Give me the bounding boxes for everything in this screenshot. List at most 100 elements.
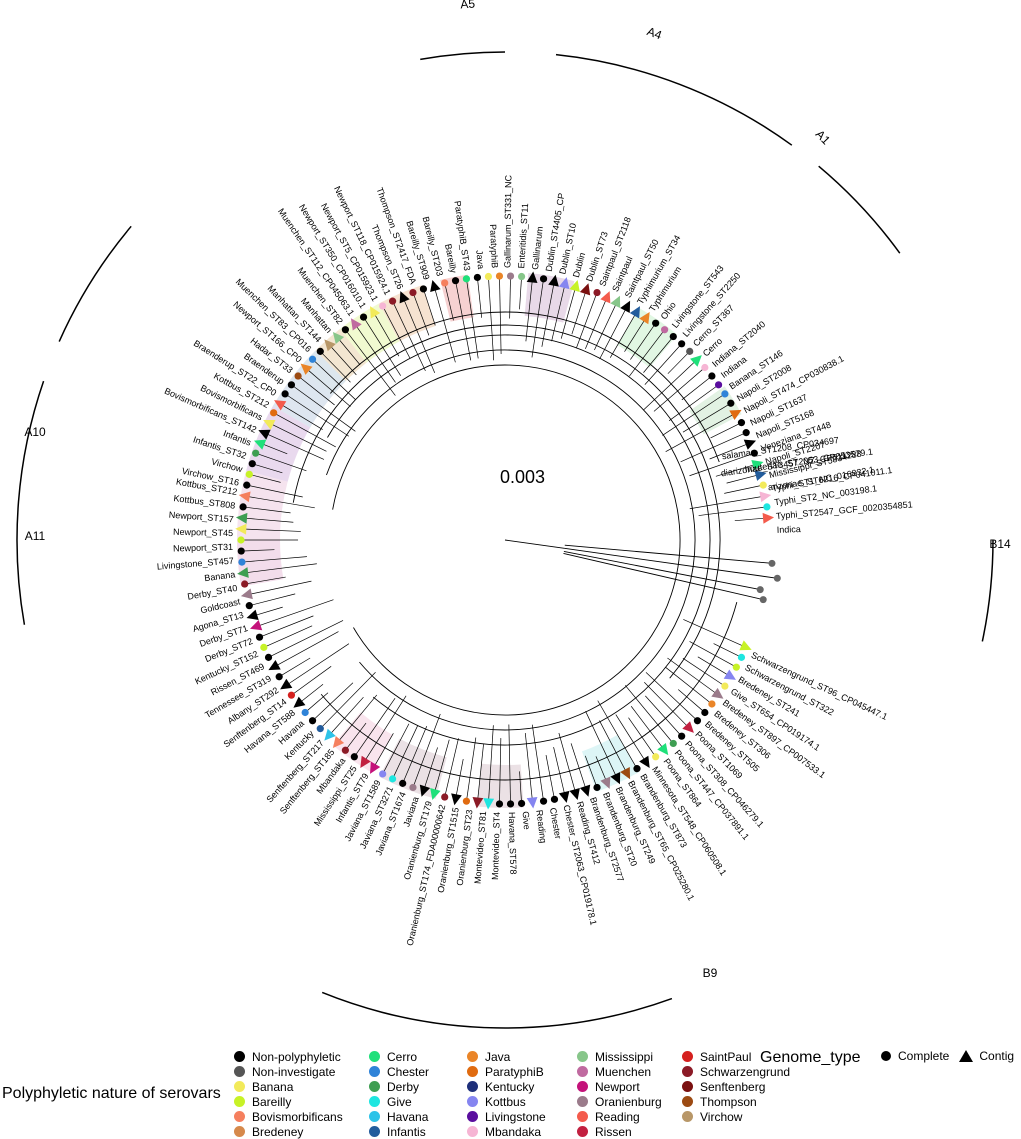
phylogenetic-tree: Virchow_ST16VirchowInfantis_ST32Infantis…: [16, 0, 1011, 1029]
tip-branch: [678, 689, 704, 712]
tip-label: ParatyphiB: [488, 224, 500, 268]
legend-swatch: [369, 1096, 380, 1107]
legend-swatch: [369, 1126, 380, 1137]
tip-branch: [668, 385, 718, 421]
tip-branch: [286, 643, 350, 686]
tip-complete-marker: [693, 717, 702, 725]
tip-branch: [715, 463, 756, 477]
tip-complete-marker: [727, 399, 735, 407]
tip-complete-marker: [517, 272, 526, 281]
legend-item-java: Java: [467, 1049, 577, 1064]
tip-branch: [329, 345, 357, 376]
circle-icon: [881, 1051, 891, 1061]
tip-contig-marker: [629, 306, 640, 319]
tip-complete-marker: [593, 783, 601, 792]
legend-item-bovismorbificans: Bovismorbificans: [234, 1109, 369, 1124]
tip-branch: [488, 278, 495, 361]
clade-label: A11: [25, 529, 46, 543]
legend-label: Java: [485, 1049, 511, 1064]
tip-branch: [270, 620, 344, 657]
tip-contig-marker: [332, 736, 345, 749]
tip-branch: [545, 754, 555, 798]
tip-branch: [698, 506, 765, 516]
legend-swatch: [577, 1096, 588, 1107]
tip-branch: [571, 290, 587, 335]
tip-branch: [243, 528, 301, 532]
legend-item-chester: Chester: [369, 1064, 467, 1079]
legend-swatch: [369, 1066, 380, 1077]
tip-complete-marker: [301, 708, 309, 717]
tip-branch: [261, 615, 314, 637]
tip-branch: [275, 631, 339, 667]
tip-branch: [662, 394, 724, 436]
tip-branch: [570, 743, 587, 790]
tip-branch: [710, 423, 740, 439]
tip-contig-marker: [472, 796, 484, 809]
tip-branch: [680, 433, 745, 463]
legend-item-kentucky: Kentucky: [467, 1079, 577, 1094]
tip-contig-marker: [370, 761, 381, 774]
tip-branch: [499, 278, 502, 355]
outgroup-branch: [563, 553, 764, 601]
tip-complete-marker: [539, 797, 548, 805]
tip-contig-marker: [639, 312, 650, 325]
legend-swatch: [577, 1081, 588, 1092]
legend-label: Non-investigate: [252, 1064, 336, 1079]
tip-complete-marker: [593, 288, 601, 297]
tip-branch: [681, 376, 711, 401]
tip-complete-marker: [737, 653, 746, 661]
tip-contig-marker: [620, 766, 631, 780]
tip-branch: [682, 403, 730, 433]
tip-contig-marker: [350, 318, 362, 331]
legend-item-paratyphib: ParatyphiB: [467, 1064, 577, 1079]
tip-complete-marker: [759, 481, 767, 489]
legend-swatch: [682, 1081, 693, 1092]
legend-label: Bredeney: [252, 1124, 304, 1139]
outgroup-tip: [759, 596, 767, 604]
tip-complete-marker: [316, 347, 324, 355]
tip-complete-marker: [661, 326, 669, 334]
legend-swatch: [467, 1066, 478, 1077]
tip-contig-marker: [399, 291, 410, 304]
tip-branch: [364, 695, 407, 762]
tip-label: Bareilly: [443, 243, 459, 274]
tip-branch: [423, 747, 438, 790]
tip-contig-marker: [690, 355, 702, 367]
tip-complete-marker: [399, 779, 407, 787]
scale-label: 0.003: [500, 467, 545, 487]
tip-branch: [246, 495, 315, 509]
legend-item-mississippi: Mississippi: [577, 1049, 682, 1064]
tip-branch: [531, 280, 544, 358]
tip-contig-marker: [526, 796, 538, 809]
serovar-legend: Non-polyphyletic Non-investigate Banana Bar…: [234, 1049, 797, 1139]
contig-label: Contig: [979, 1049, 1015, 1063]
tip-label: Dublin: [571, 251, 587, 278]
tip-branch: [444, 738, 459, 796]
tip-branch: [355, 324, 396, 383]
tip-branch: [624, 318, 646, 352]
legend-swatch: [682, 1066, 693, 1077]
tip-label: Livingstone_ST457: [157, 556, 235, 572]
tip-contig-marker: [569, 279, 580, 293]
legend-label: Bareilly: [252, 1094, 292, 1109]
tip-branch: [667, 657, 718, 695]
tip-contig-marker: [743, 439, 757, 450]
genome-type-legend: Complete Contig: [880, 1049, 1021, 1063]
tip-branch: [689, 641, 735, 667]
tip-branch: [665, 413, 735, 452]
tip-complete-marker: [517, 799, 526, 808]
clade-shade: [617, 307, 678, 368]
tip-contig-marker: [610, 771, 621, 785]
tip-contig-marker: [711, 687, 724, 699]
tip-branch: [594, 302, 617, 351]
tip-complete-marker: [732, 663, 740, 671]
tip-complete-marker: [652, 753, 660, 761]
tip-branch: [584, 755, 597, 786]
tip-complete-marker: [506, 800, 515, 808]
tip-branch: [337, 337, 361, 366]
tip-branch: [724, 485, 762, 494]
tip-branch: [508, 724, 511, 802]
tip-branch: [585, 711, 617, 778]
tip-branch: [251, 593, 296, 606]
tip-branch: [373, 733, 394, 768]
